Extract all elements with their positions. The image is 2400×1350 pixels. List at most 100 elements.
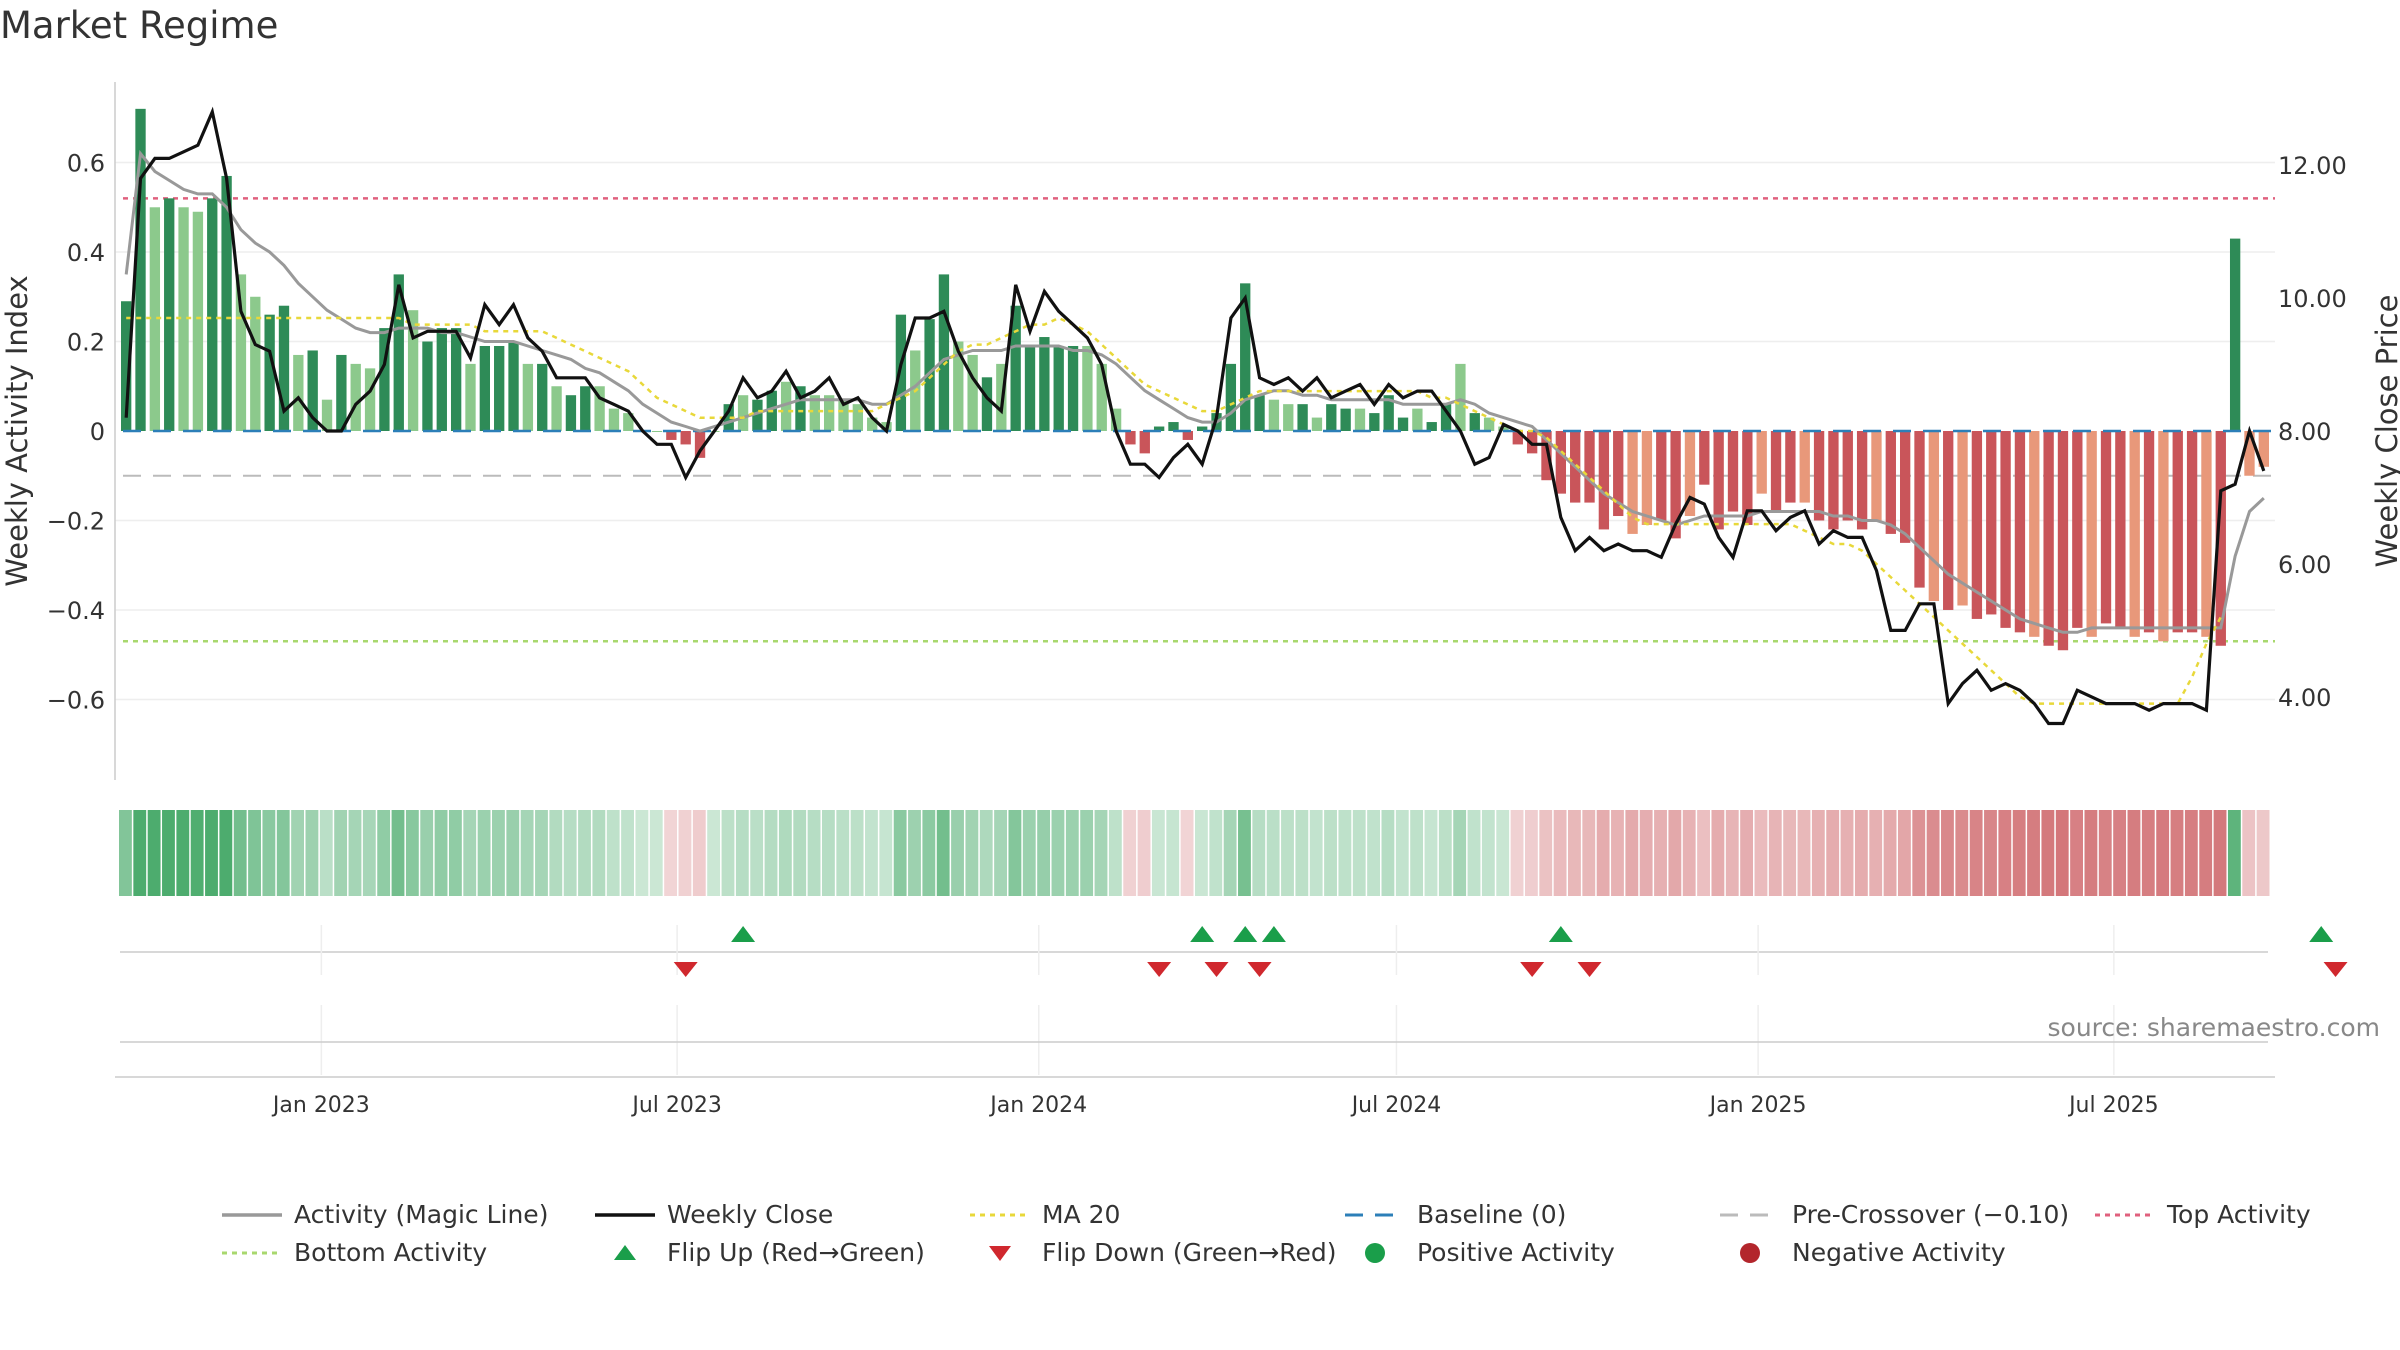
left-tick-label: 0.2: [67, 329, 105, 357]
activity-bar: [1670, 431, 1681, 539]
heat-cell: [2041, 810, 2055, 896]
left-tick-label: 0: [90, 418, 105, 446]
series-lines: [123, 106, 2275, 726]
heat-cell: [1754, 810, 1768, 896]
activity-bar: [1010, 305, 1021, 431]
activity-bar: [1440, 404, 1452, 431]
activity-bar: [379, 328, 390, 431]
activity-bar: [1684, 431, 1696, 517]
heat-cell: [578, 810, 591, 896]
flip-up-marker: [1190, 926, 1215, 942]
legend-item-negative: Negative Activity: [1720, 1238, 2006, 1267]
heat-cell: [477, 810, 491, 896]
activity-bar: [1153, 426, 1165, 431]
activity-bar: [580, 386, 591, 431]
legend-swatch-close: [595, 1212, 655, 1217]
activity-bar: [350, 363, 361, 431]
activity-bar: [1139, 431, 1150, 454]
heat-cell: [908, 810, 921, 896]
activity-bar: [149, 207, 161, 431]
heat-cell: [1912, 810, 1926, 896]
heat-cell: [233, 810, 247, 896]
heat-cell: [635, 810, 649, 896]
activity-bar: [537, 363, 548, 431]
heat-cell: [2113, 810, 2127, 896]
right-tick-label: 6.00: [2278, 551, 2331, 579]
activity-bar: [1699, 431, 1710, 485]
activity-bar: [479, 345, 491, 431]
activity-bar: [1067, 345, 1079, 431]
activity-bar: [2244, 431, 2255, 476]
heat-cell: [1037, 810, 1051, 896]
activity-bar: [293, 354, 304, 431]
flip-down-marker: [1247, 962, 1272, 977]
activity-bar: [608, 408, 620, 431]
legend-label-positive: Positive Activity: [1417, 1238, 1615, 1267]
heat-cell: [506, 810, 520, 896]
legend-label-magic: Activity (Magic Line): [294, 1200, 549, 1229]
heat-cell: [1625, 810, 1639, 896]
legend-label-negative: Negative Activity: [1792, 1238, 2006, 1267]
heat-cell: [1510, 810, 1524, 896]
heat-cell: [1553, 810, 1567, 896]
heat-cell: [1137, 810, 1151, 896]
heat-cell: [1697, 810, 1710, 896]
activity-bar: [1469, 413, 1480, 431]
activity-bar: [2186, 431, 2198, 633]
activity-bar: [221, 175, 232, 431]
heat-cell: [922, 810, 936, 896]
heat-cell: [836, 810, 850, 896]
activity-bar: [1799, 431, 1810, 503]
activity-bar: [1240, 283, 1251, 431]
left-axis-title: Weekly Activity Index: [0, 275, 34, 586]
flip-down-marker: [1577, 962, 1602, 977]
activity-bar: [1254, 395, 1265, 431]
flip-up-marker: [731, 926, 756, 942]
activity-bar: [838, 399, 849, 431]
heat-cell: [1352, 810, 1366, 896]
activity-bar: [852, 404, 864, 431]
activity-bar: [1455, 363, 1466, 431]
activity-bar: [2158, 431, 2169, 642]
heat-cell: [1926, 810, 1940, 896]
activity-bar: [207, 198, 218, 431]
activity-bar: [938, 274, 950, 431]
heat-cell: [1424, 810, 1438, 896]
heat-cell: [2199, 810, 2213, 896]
activity-bar: [1082, 345, 1093, 431]
heat-cell: [1309, 810, 1323, 896]
heat-cell: [1524, 810, 1538, 896]
activity-bar: [178, 207, 189, 431]
activity-bar: [867, 417, 878, 431]
heat-cell: [262, 810, 276, 896]
heat-cell: [1065, 810, 1079, 896]
legend-item-flip-down: Flip Down (Green→Red): [970, 1238, 1337, 1267]
flip-down-marker: [1520, 962, 1545, 977]
activity-bar: [1383, 395, 1394, 431]
heat-cell: [405, 810, 419, 896]
activity-bar: [680, 431, 691, 445]
heat-cell: [176, 810, 190, 896]
legend-label-close: Weekly Close: [667, 1200, 834, 1229]
heat-cell: [448, 810, 462, 896]
heat-cell: [1840, 810, 1854, 896]
activity-bar: [1483, 417, 1495, 431]
heat-cell: [2127, 810, 2141, 896]
reference-lines: [123, 197, 2275, 643]
heat-cell: [2156, 810, 2170, 896]
activity-bar: [809, 395, 820, 431]
activity-bar: [1871, 431, 1882, 521]
activity-bar: [1426, 422, 1437, 431]
right-tick-label: 4.00: [2278, 684, 2331, 712]
activity-bar: [1340, 408, 1351, 431]
activity-bar: [192, 211, 204, 431]
legend-swatch-top: [2095, 1213, 2155, 1216]
heat-cell: [549, 810, 563, 896]
heat-cell: [1897, 810, 1911, 896]
heat-cell: [2027, 810, 2040, 896]
heat-cell: [1654, 810, 1667, 896]
date-axis: Jan 2023 Jul 2023 Jan 2024 Jul 2024 Jan 2025…: [115, 1005, 2275, 1118]
heat-cell: [1811, 810, 1825, 896]
heat-cell: [1496, 810, 1510, 896]
activity-bar: [1555, 431, 1567, 494]
